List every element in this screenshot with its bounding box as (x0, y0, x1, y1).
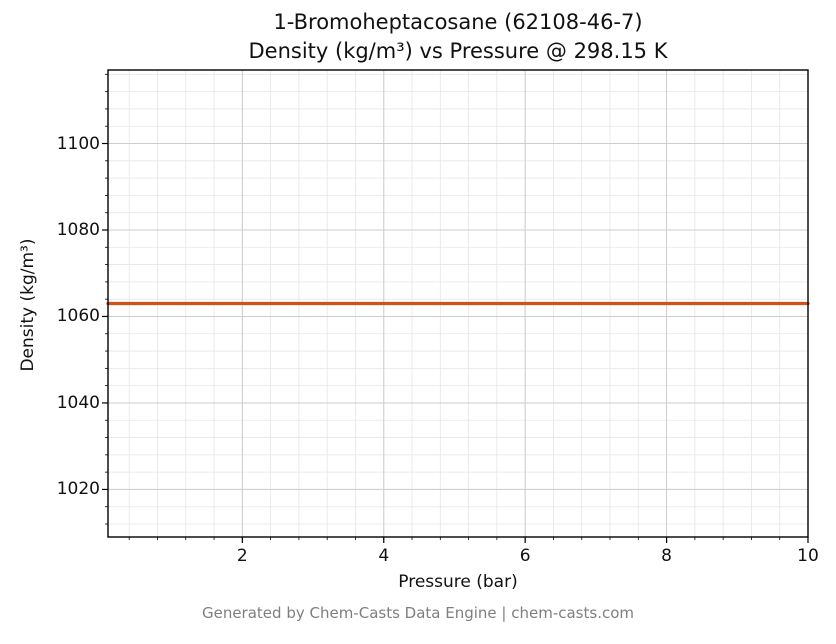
x-tick-label: 10 (797, 546, 819, 566)
y-tick-label: 1040 (56, 392, 100, 413)
x-tick-label: 4 (378, 546, 390, 566)
chart-title-line2: Density (kg/m³) vs Pressure @ 298.15 K (248, 39, 668, 63)
y-tick-label: 1100 (56, 133, 100, 154)
y-tick-label: 1020 (56, 479, 100, 500)
y-tick-label: 1060 (56, 306, 100, 327)
chart-title-line1: 1-Bromoheptacosane (62108-46-7) (273, 10, 643, 34)
watermark-footer: Generated by Chem-Casts Data Engine | ch… (201, 604, 635, 622)
axes-spine (107, 69, 809, 538)
x-tick-label: 6 (519, 546, 531, 566)
x-axis-label: Pressure (bar) (398, 572, 518, 592)
chart-title: 1-Bromoheptacosane (62108-46-7) Density … (108, 8, 808, 66)
y-tick-label: 1080 (56, 219, 100, 240)
x-tick-label: 8 (661, 546, 672, 566)
x-tick-label: 2 (236, 546, 248, 566)
